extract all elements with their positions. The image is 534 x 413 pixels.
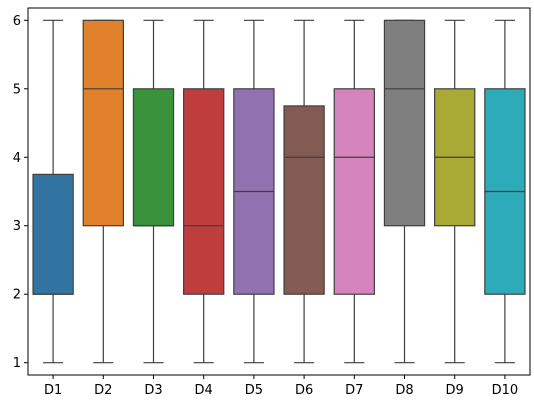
y-tick-label: 5	[13, 82, 21, 97]
y-axis: 1 2 3 4 5 6	[13, 14, 28, 371]
box-body	[283, 105, 325, 295]
y-tick-label: 2	[13, 288, 21, 303]
x-tick-label: D4	[195, 383, 213, 398]
box-D2	[82, 19, 124, 364]
box-body	[132, 88, 175, 227]
x-tick-label: D1	[44, 383, 62, 398]
x-tick-label: D2	[94, 383, 112, 398]
plot-frame	[27, 7, 531, 376]
x-tick-label: D10	[492, 383, 519, 398]
box-D8	[383, 19, 426, 364]
box-D1	[32, 19, 74, 364]
box-D10	[484, 19, 526, 364]
box-body	[82, 19, 124, 227]
x-tick-label: D9	[446, 383, 464, 398]
x-tick-label: D6	[295, 383, 313, 398]
box-D9	[434, 19, 476, 364]
box-D3	[132, 19, 175, 364]
box-body	[183, 88, 225, 295]
y-tick-label: 1	[13, 356, 21, 371]
box-body	[32, 173, 74, 295]
y-tick-label: 3	[13, 219, 21, 234]
plot-area	[32, 19, 526, 364]
box-body	[333, 88, 375, 295]
box-D7	[333, 19, 375, 364]
y-tick-label: 6	[13, 14, 21, 29]
x-tick-label: D3	[144, 383, 162, 398]
x-tick-label: D8	[395, 383, 413, 398]
box-D5	[233, 19, 275, 364]
box-D4	[183, 19, 225, 364]
y-tick-label: 4	[13, 151, 21, 166]
x-tick-label: D5	[245, 383, 263, 398]
box-body	[383, 19, 426, 227]
x-axis: D1 D2 D3 D4 D5 D6 D7 D8 D9 D10	[44, 375, 518, 398]
x-tick-label: D7	[345, 383, 363, 398]
box-D6	[283, 19, 325, 364]
